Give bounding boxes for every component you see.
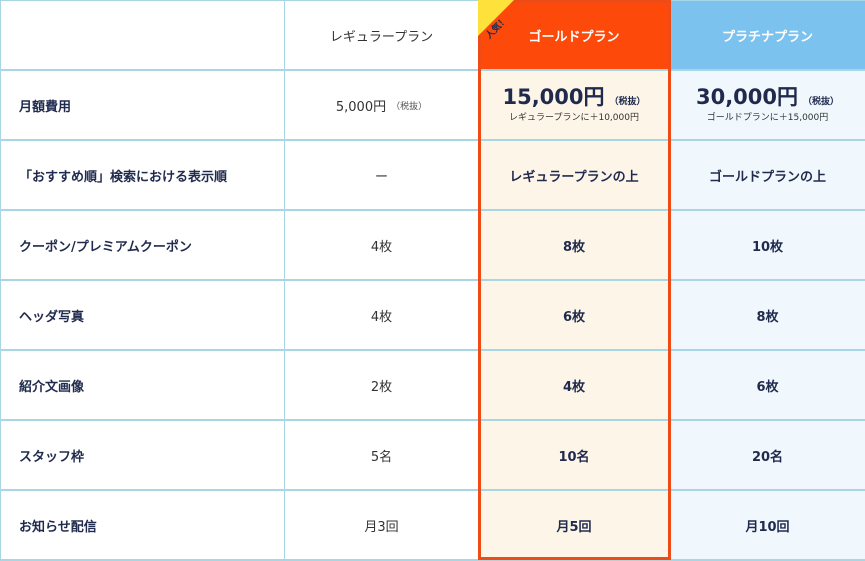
gold-display-order: レギュラープランの上 xyxy=(479,141,670,211)
row-label-intro-image: 紹介文画像 xyxy=(0,351,285,421)
platinum-monthly-fee: 30,000円 （税抜） ゴールドプランに＋15,000円 xyxy=(670,71,865,141)
platinum-header-photo: 8枚 xyxy=(670,281,865,351)
platinum-price-note: ゴールドプランに＋15,000円 xyxy=(706,113,829,124)
gold-header-photo: 6枚 xyxy=(479,281,670,351)
regular-staff: 5名 xyxy=(285,421,479,491)
row-label-header-photo: ヘッダ写真 xyxy=(0,281,285,351)
regular-intro-image: 2枚 xyxy=(285,351,479,421)
row-label-monthly-fee: 月額費用 xyxy=(0,71,285,141)
gold-tax-note: （税抜） xyxy=(609,97,646,107)
regular-header-photo: 4枚 xyxy=(285,281,479,351)
regular-notice: 月3回 xyxy=(285,491,479,561)
header-empty-cell xyxy=(0,0,285,71)
regular-display-order: ー xyxy=(285,141,479,211)
platinum-staff: 20名 xyxy=(670,421,865,491)
platinum-intro-image: 6枚 xyxy=(670,351,865,421)
regular-monthly-fee: 5,000円 （税抜） xyxy=(285,71,479,141)
platinum-tax-note: （税抜） xyxy=(803,97,840,107)
regular-price: 5,000円 xyxy=(335,99,387,115)
platinum-price: 30,000円 xyxy=(695,85,799,109)
row-label-staff: スタッフ枠 xyxy=(0,421,285,491)
platinum-coupon: 10枚 xyxy=(670,211,865,281)
header-regular-plan: レギュラープラン xyxy=(285,0,479,71)
regular-coupon: 4枚 xyxy=(285,211,479,281)
regular-tax-note: （税抜） xyxy=(391,101,428,112)
row-label-notice: お知らせ配信 xyxy=(0,491,285,561)
header-gold-plan: ゴールドプラン xyxy=(479,0,670,71)
platinum-notice: 月10回 xyxy=(670,491,865,561)
gold-staff: 10名 xyxy=(479,421,670,491)
platinum-display-order: ゴールドプランの上 xyxy=(670,141,865,211)
gold-price-note: レギュラープランに＋10,000円 xyxy=(509,113,639,124)
gold-price: 15,000円 xyxy=(502,85,605,109)
gold-coupon: 8枚 xyxy=(479,211,670,281)
gold-intro-image: 4枚 xyxy=(479,351,670,421)
gold-monthly-fee: 15,000円 （税抜） レギュラープランに＋10,000円 xyxy=(479,71,670,141)
row-label-display-order: 「おすすめ順」検索における表示順 xyxy=(0,141,285,211)
header-platinum-plan: プラチナプラン xyxy=(670,0,865,71)
row-label-coupon: クーポン/プレミアムクーポン xyxy=(0,211,285,281)
gold-notice: 月5回 xyxy=(479,491,670,561)
